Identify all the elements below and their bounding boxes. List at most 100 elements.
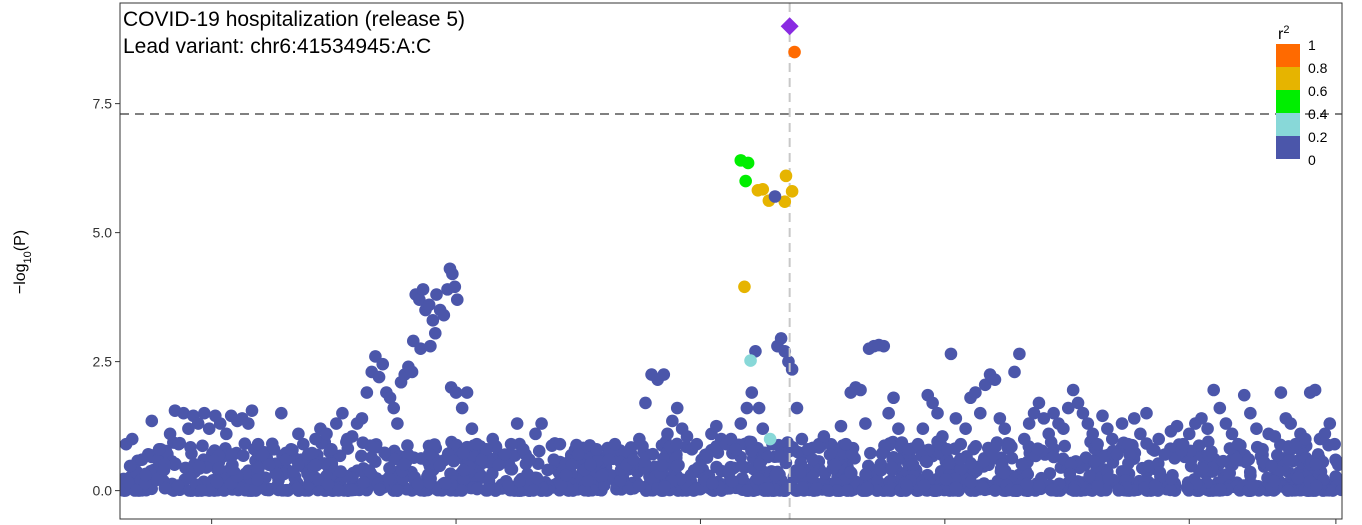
snp-point — [1015, 458, 1029, 471]
snp-point — [1010, 484, 1024, 497]
snp-point — [1182, 427, 1196, 441]
snp-point — [806, 453, 820, 466]
snp-point — [954, 437, 968, 451]
snp-point — [1044, 483, 1058, 497]
snp-point — [275, 406, 288, 420]
snp-point — [151, 472, 165, 486]
snp-point — [756, 422, 770, 436]
y-tick-label: 5.0 — [93, 225, 113, 241]
snp-point — [761, 481, 775, 495]
snp-point — [448, 280, 462, 294]
legend-color-swatch — [1276, 67, 1300, 90]
snp-point — [158, 481, 172, 495]
snp-point — [639, 396, 652, 410]
snp-point — [745, 444, 758, 458]
snp-point — [753, 457, 766, 471]
snp-point — [901, 443, 915, 456]
snp-point — [297, 437, 310, 451]
snp-point — [774, 449, 787, 463]
snp-point — [355, 412, 369, 425]
snp-point — [778, 345, 792, 358]
snp-point — [413, 293, 426, 307]
snp-point — [553, 437, 567, 451]
snp-point — [740, 484, 754, 497]
snp-point — [152, 443, 166, 456]
snp-point — [892, 422, 905, 436]
legend-title-base: r — [1278, 26, 1284, 43]
snp-point — [475, 453, 489, 466]
snp-point — [1205, 445, 1218, 459]
snp-point — [376, 357, 390, 371]
snp-point — [900, 478, 913, 492]
snp-point — [504, 462, 517, 476]
snp-point — [1328, 437, 1341, 451]
snp-point — [321, 478, 335, 491]
snp-point — [926, 396, 939, 410]
snp-point — [790, 401, 804, 415]
snp-point — [1086, 427, 1100, 441]
snp-point — [1289, 437, 1302, 451]
snp-point — [262, 458, 276, 472]
snp-point — [191, 417, 205, 430]
snp-point — [1127, 412, 1141, 425]
snp-point — [1243, 465, 1257, 479]
snp-point — [196, 439, 209, 453]
x-axis-ticks — [211, 519, 1337, 524]
snp-point — [1061, 401, 1075, 415]
legend-label: 1 — [1308, 37, 1316, 53]
snp-point — [626, 453, 640, 466]
snp-point — [486, 467, 499, 480]
snp-point — [844, 466, 857, 479]
snp-point — [446, 267, 459, 281]
snp-point — [929, 484, 943, 497]
snp-point — [774, 332, 788, 345]
snp-point — [1282, 454, 1296, 467]
snp-point — [740, 401, 754, 415]
snp-point — [248, 483, 262, 497]
snp-point — [1267, 474, 1281, 488]
snp-point — [986, 448, 1000, 462]
snp-point — [854, 383, 867, 397]
legend-color-swatch — [1276, 136, 1300, 159]
snp-point — [401, 439, 414, 452]
snp-point — [877, 339, 891, 353]
snp-point — [123, 459, 137, 473]
snp-point — [1242, 453, 1256, 466]
snp-point — [168, 458, 181, 471]
snp-point — [565, 458, 579, 472]
snp-point — [238, 437, 252, 450]
snp-point — [1213, 401, 1227, 415]
snp-point — [465, 422, 479, 436]
snp-point — [916, 422, 930, 436]
snp-point — [942, 457, 956, 470]
snp-point — [571, 448, 585, 461]
snp-point — [177, 406, 190, 420]
snp-point — [1017, 432, 1031, 446]
snp-point — [1005, 451, 1019, 465]
snp-point — [460, 386, 474, 399]
snp-point — [661, 427, 674, 441]
snp-point — [401, 448, 415, 461]
snp-point — [276, 484, 289, 497]
snp-point — [977, 454, 991, 468]
snp-point — [532, 444, 546, 458]
snp-point — [171, 479, 185, 492]
snp-point — [817, 430, 831, 443]
snp-point — [437, 308, 451, 322]
snp-point — [1299, 432, 1312, 446]
snp-point — [954, 462, 968, 476]
snp-point — [752, 401, 766, 415]
snp-point — [455, 401, 469, 415]
legend: r2 1 0.8 0.6 0.4 0.2 0 — [1276, 24, 1328, 168]
snp-point — [1164, 472, 1178, 486]
snp-point — [292, 427, 305, 441]
lead-variant-point — [780, 17, 799, 36]
snp-point — [1110, 448, 1124, 461]
snp-point — [795, 432, 809, 446]
snp-point — [821, 484, 835, 497]
snp-point — [1216, 454, 1230, 468]
legend-color-swatch — [1276, 90, 1300, 113]
data-points — [120, 262, 1342, 497]
snp-point — [1105, 432, 1119, 446]
snp-point — [859, 468, 872, 481]
